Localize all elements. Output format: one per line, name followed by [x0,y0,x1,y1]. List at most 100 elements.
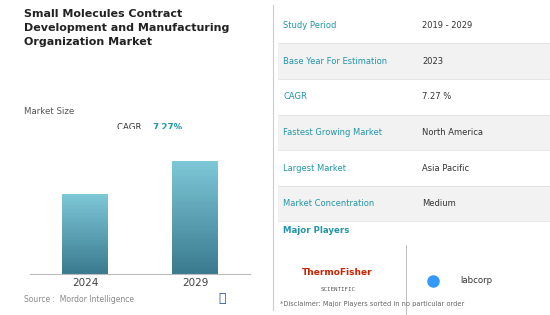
Bar [172,187,218,189]
Bar [62,206,108,208]
FancyBboxPatch shape [278,43,550,79]
Bar [62,224,108,225]
Bar [62,248,108,249]
Text: CAGR: CAGR [283,92,307,101]
Bar [62,260,108,261]
Bar [62,218,108,220]
Bar [62,222,108,224]
Bar [172,266,218,268]
Bar [62,249,108,250]
Bar [62,237,108,238]
Bar [172,251,218,253]
Bar [172,270,218,272]
Bar [172,201,218,203]
Bar [62,272,108,273]
Bar [172,174,218,176]
Bar [62,254,108,255]
Bar [172,193,218,195]
Text: 7.27 %: 7.27 % [422,92,452,101]
Bar [62,267,108,269]
Bar [62,245,108,246]
Bar [172,265,218,266]
Bar [172,227,218,229]
Bar [62,269,108,270]
Bar [172,161,218,163]
Bar [172,212,218,214]
Bar [62,217,108,218]
Bar [172,195,218,197]
Bar [62,270,108,272]
Bar [62,221,108,222]
Bar [172,232,218,234]
Bar [62,255,108,257]
Bar [62,236,108,237]
Text: Asia Pacific: Asia Pacific [422,163,469,173]
Bar [172,272,218,274]
Bar [62,200,108,201]
Text: Fastest Growing Market: Fastest Growing Market [283,128,382,137]
Bar [62,204,108,205]
Bar [172,184,218,186]
FancyBboxPatch shape [278,150,550,186]
Bar [62,232,108,233]
Bar [172,261,218,263]
Bar [62,202,108,204]
Text: Small Molecules Contract
Development and Manufacturing
Organization Market: Small Molecules Contract Development and… [24,9,229,47]
Bar [62,266,108,267]
Bar [172,220,218,221]
Text: labcorp: labcorp [460,276,493,285]
Bar [62,233,108,234]
Bar [62,225,108,226]
Text: Largest Market: Largest Market [283,163,346,173]
Bar [172,182,218,184]
Bar [62,229,108,230]
Bar [62,210,108,212]
Bar [62,262,108,263]
Bar [62,201,108,202]
Bar [172,178,218,180]
Text: *Disclaimer: Major Players sorted in no particular order: *Disclaimer: Major Players sorted in no … [280,301,465,307]
Bar [62,241,108,242]
Bar [172,191,218,193]
Bar [62,238,108,239]
Bar [172,231,218,232]
Bar [172,268,218,270]
Text: Source :  Mordor Intelligence: Source : Mordor Intelligence [24,295,134,304]
Bar [172,204,218,206]
Text: Ⓜ: Ⓜ [218,292,226,305]
Bar [62,215,108,217]
Bar [62,198,108,200]
Text: Market Size: Market Size [24,107,74,116]
Text: Base Year For Estimation: Base Year For Estimation [283,57,387,66]
Bar [172,221,218,223]
Bar [172,197,218,199]
Bar [62,209,108,210]
Bar [62,220,108,221]
Bar [172,165,218,167]
Bar [62,213,108,214]
Bar [172,210,218,212]
Bar [172,242,218,244]
Bar [172,249,218,251]
Bar [172,208,218,210]
Bar [172,229,218,231]
Text: Medium: Medium [422,199,456,208]
Bar [172,172,218,174]
Bar [62,242,108,243]
Bar [172,234,218,236]
Bar [172,216,218,218]
Bar [62,263,108,265]
Bar [172,186,218,187]
Bar [62,273,108,274]
Bar [62,261,108,262]
Text: North America: North America [422,128,483,137]
FancyBboxPatch shape [278,8,550,43]
Bar [172,214,218,216]
Bar [62,227,108,229]
Bar [172,259,218,261]
Bar [62,246,108,248]
Bar [62,214,108,215]
Bar [172,180,218,182]
Text: 2023: 2023 [422,57,443,66]
Text: SCIENTIFIC: SCIENTIFIC [320,288,355,292]
